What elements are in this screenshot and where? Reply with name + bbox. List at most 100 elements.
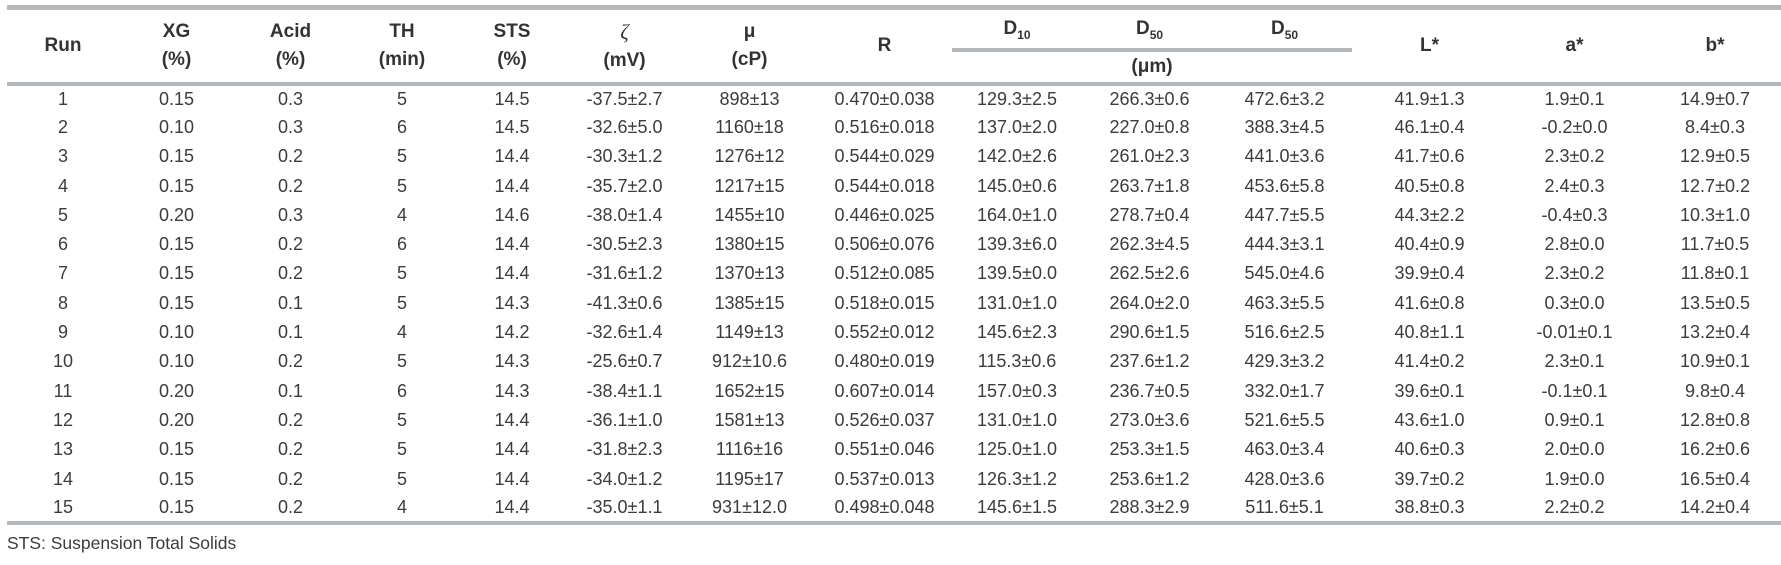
table-cell: 898±13: [682, 81, 817, 113]
table-cell: 262.5±2.6: [1109, 263, 1190, 284]
table-cell: 0.20: [158, 380, 195, 401]
table-cell: 6: [396, 234, 407, 255]
table-cell: 131.0±1.0: [977, 292, 1057, 313]
table-cell: 5: [396, 439, 407, 460]
table-cell: 41.7±0.6: [1394, 146, 1465, 167]
col-header-d50-b: D50: [1217, 7, 1352, 52]
table-cell: 0.10: [158, 116, 195, 137]
table-cell: 10.3±1.0: [1680, 204, 1750, 225]
table-cell: 0.470±0.038: [817, 81, 952, 113]
table-cell: 263.7±1.8: [1109, 175, 1190, 196]
col-header-unit: (%): [161, 48, 192, 70]
table-cell: 13.2±0.4: [1680, 322, 1750, 343]
table-cell: 253.3±1.5: [1109, 439, 1190, 460]
table-cell: 0.512±0.085: [834, 263, 935, 284]
table-cell: 236.7±0.5: [1109, 380, 1190, 401]
table-cell: 14.4: [494, 496, 530, 517]
table-cell: 6: [396, 116, 407, 137]
table-row: 4 0.15 0.2 5 14.4 -35.7±2.0 1217±15 0.544±0.018…: [7, 171, 1781, 200]
table-cell: 453.6±5.8: [1244, 175, 1325, 196]
table-cell: 15: [52, 496, 74, 517]
table-cell: 14.2±0.4: [1680, 496, 1750, 517]
table-cell: 11.7±0.5: [1680, 234, 1750, 255]
table-cell: -35.7±2.0: [586, 175, 663, 196]
table-cell: 5: [57, 204, 68, 225]
table-cell: 14.9±0.7: [1642, 81, 1781, 113]
table-cell: 0.2: [277, 496, 304, 517]
col-header-label: μ: [743, 21, 756, 43]
table-cell: 429.3±3.2: [1244, 351, 1325, 372]
col-header-unit: (mV): [603, 50, 646, 72]
table-cell: 0.2: [277, 468, 304, 489]
table-row: 6 0.15 0.2 6 14.4 -30.5±2.3 1380±15 0.506±0.076…: [7, 230, 1781, 259]
table-cell: 0.498±0.048: [834, 496, 935, 517]
table-cell: 40.6±0.3: [1394, 439, 1465, 460]
table-cell: 0.2: [277, 263, 304, 284]
table-cell: 14.4: [494, 175, 530, 196]
table-cell: -25.6±0.7: [586, 351, 663, 372]
table-cell: 41.6±0.8: [1394, 292, 1465, 313]
table-row: 8 0.15 0.1 5 14.3 -41.3±0.6 1385±15 0.518±0.015…: [7, 289, 1781, 318]
table-cell: 0.20: [158, 409, 195, 430]
table-cell: 39.9±0.4: [1394, 263, 1465, 284]
table-cell: 2: [57, 116, 68, 137]
table-cell: 388.3±4.5: [1244, 116, 1325, 137]
table-cell: 14.4: [494, 263, 530, 284]
col-header-unit: (%): [497, 48, 527, 70]
table-cell: 10: [52, 351, 74, 372]
table-cell: 0.15: [158, 496, 195, 517]
table-cell: 2.2±0.2: [1544, 496, 1605, 517]
table-cell: 290.6±1.5: [1109, 322, 1190, 343]
table-cell: 0.607±0.014: [834, 380, 935, 401]
col-header-label: R: [877, 34, 892, 56]
table-cell: 139.5±0.0: [977, 263, 1057, 284]
table-cell: 12.8±0.8: [1680, 409, 1750, 430]
table-cell: -0.1±0.1: [1541, 380, 1608, 401]
table-header: Run XG (%) Acid (%) TH (min) STS (%): [7, 7, 1781, 84]
table-cell: 0.518±0.015: [834, 292, 935, 313]
col-header-label: STS: [493, 21, 531, 43]
table-cell: 0.2: [277, 409, 304, 430]
table-cell: 1385±15: [714, 292, 785, 313]
table-cell: 0.10: [158, 351, 195, 372]
table-cell: -38.4±1.1: [586, 380, 663, 401]
table-cell: 43.6±1.0: [1394, 409, 1465, 430]
table-cell: 0.1: [277, 322, 304, 343]
col-header-lstar: L*: [1420, 34, 1439, 56]
table-cell: 145.0±0.6: [977, 175, 1057, 196]
table-cell: 0.3: [234, 81, 347, 113]
col-header-zeta: ζ (mV): [567, 8, 682, 84]
table-cell: 14.5: [494, 116, 530, 137]
table-cell: 126.3±1.2: [977, 468, 1057, 489]
table-cell: 40.4±0.9: [1394, 234, 1465, 255]
col-header-mu: μ (cP): [682, 8, 817, 84]
table-cell: 0.1: [277, 380, 304, 401]
col-header-unit: (min): [378, 48, 426, 70]
table-cell: 2.4±0.3: [1544, 175, 1605, 196]
table-cell: 0.15: [158, 439, 195, 460]
table-cell: 14.3: [494, 351, 530, 372]
table-cell: 5: [396, 175, 407, 196]
table-cell: 237.6±1.2: [1109, 351, 1190, 372]
table-cell: -35.0±1.1: [586, 496, 663, 517]
table-cell: 12.7±0.2: [1680, 175, 1750, 196]
table-cell: -30.5±2.3: [586, 234, 663, 255]
col-header-label: XG: [162, 21, 191, 43]
table-cell: 41.4±0.2: [1394, 351, 1465, 372]
table-cell: 14.6: [494, 204, 530, 225]
col-header-xg: XG (%): [119, 8, 234, 84]
table-cell: 4: [396, 496, 407, 517]
table-cell: 0.15: [119, 81, 234, 113]
table-cell: 0.20: [158, 204, 195, 225]
table-cell: 41.9±1.3: [1352, 81, 1507, 113]
table-cell: 14.3: [494, 380, 530, 401]
table-cell: 0.15: [158, 468, 195, 489]
d-subscript: 50: [1284, 27, 1299, 42]
table-cell: 0.9±0.1: [1544, 409, 1605, 430]
table-cell: 125.0±1.0: [977, 439, 1057, 460]
table-cell: 2.3±0.2: [1544, 146, 1605, 167]
table-cell: 0.15: [158, 175, 195, 196]
table-cell: 912±10.6: [712, 351, 787, 372]
table-cell: 262.3±4.5: [1109, 234, 1190, 255]
col-header-d10: D10: [952, 7, 1082, 52]
